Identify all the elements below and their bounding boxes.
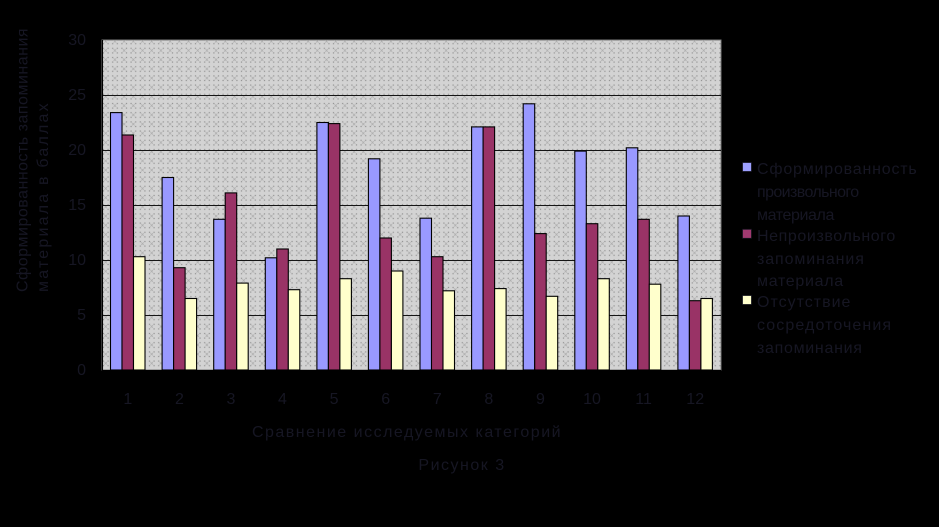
svg-text:25: 25: [68, 87, 86, 104]
svg-text:Непроизвольного: Непроизвольного: [757, 228, 896, 245]
svg-text:15: 15: [68, 197, 86, 214]
svg-text:3: 3: [226, 391, 235, 408]
svg-text:12: 12: [686, 391, 704, 408]
svg-text:0: 0: [77, 362, 86, 379]
svg-text:материала в баллах: материала в баллах: [35, 101, 52, 292]
svg-text:Рисунок 3: Рисунок 3: [418, 457, 505, 474]
svg-text:запоминания: запоминания: [757, 251, 865, 268]
svg-text:произвольного: произвольного: [757, 184, 859, 201]
svg-text:10: 10: [583, 391, 601, 408]
svg-text:30: 30: [68, 32, 86, 49]
svg-text:2: 2: [175, 391, 184, 408]
svg-text:5: 5: [77, 307, 86, 324]
svg-text:Сравнение исследуемых категори: Сравнение исследуемых категорий: [252, 424, 562, 441]
svg-text:6: 6: [381, 391, 390, 408]
svg-text:материала: материала: [757, 207, 834, 224]
svg-text:10: 10: [68, 252, 86, 269]
svg-text:20: 20: [68, 142, 86, 159]
svg-text:материала: материала: [757, 273, 844, 290]
svg-text:5: 5: [330, 391, 339, 408]
svg-text:11: 11: [635, 391, 652, 408]
svg-text:Сформированность: Сформированность: [757, 161, 918, 178]
svg-text:Сформированность запоминания: Сформированность запоминания: [15, 28, 32, 292]
svg-text:1: 1: [123, 391, 132, 408]
svg-text:сосредоточения: сосредоточения: [757, 317, 892, 334]
svg-text:4: 4: [278, 391, 287, 408]
svg-text:Отсутствие: Отсутствие: [757, 294, 851, 311]
svg-text:9: 9: [536, 391, 545, 408]
svg-text:запоминания: запоминания: [757, 340, 863, 357]
svg-text:8: 8: [484, 391, 493, 408]
svg-text:7: 7: [433, 391, 442, 408]
